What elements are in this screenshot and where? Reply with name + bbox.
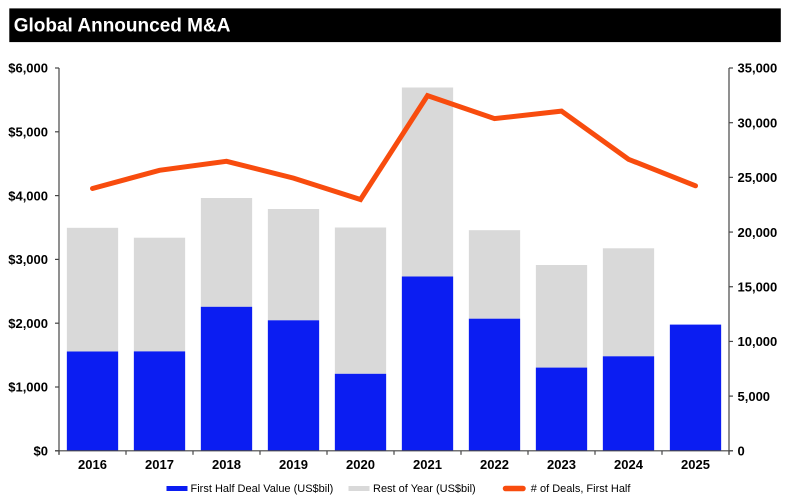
svg-text:$5,000: $5,000 (8, 125, 48, 140)
svg-text:15,000: 15,000 (738, 279, 778, 294)
svg-text:2016: 2016 (78, 457, 107, 472)
svg-text:2017: 2017 (145, 457, 174, 472)
svg-text:$6,000: $6,000 (8, 61, 48, 76)
svg-text:0: 0 (738, 444, 745, 459)
svg-text:2020: 2020 (346, 457, 375, 472)
svg-text:2024: 2024 (614, 457, 644, 472)
svg-text:First Half Deal Value (US$bil): First Half Deal Value (US$bil) (191, 483, 334, 495)
svg-text:20,000: 20,000 (738, 225, 778, 240)
svg-text:# of Deals, First Half: # of Deals, First Half (531, 483, 632, 495)
svg-text:$2,000: $2,000 (8, 316, 48, 331)
svg-text:2018: 2018 (212, 457, 241, 472)
svg-text:$0: $0 (34, 444, 48, 459)
svg-text:$3,000: $3,000 (8, 252, 48, 267)
svg-text:35,000: 35,000 (738, 61, 778, 76)
svg-text:$4,000: $4,000 (8, 188, 48, 203)
svg-text:2025: 2025 (681, 457, 710, 472)
svg-text:10,000: 10,000 (738, 334, 778, 349)
svg-text:2023: 2023 (547, 457, 576, 472)
svg-text:2022: 2022 (480, 457, 509, 472)
svg-text:Global Announced M&A: Global Announced M&A (14, 15, 231, 36)
svg-text:Rest of Year (US$bil): Rest of Year (US$bil) (373, 483, 476, 495)
svg-text:2021: 2021 (413, 457, 442, 472)
svg-text:5,000: 5,000 (738, 389, 771, 404)
svg-text:2019: 2019 (279, 457, 308, 472)
svg-text:25,000: 25,000 (738, 170, 778, 185)
svg-text:$1,000: $1,000 (8, 380, 48, 395)
svg-text:30,000: 30,000 (738, 115, 778, 130)
